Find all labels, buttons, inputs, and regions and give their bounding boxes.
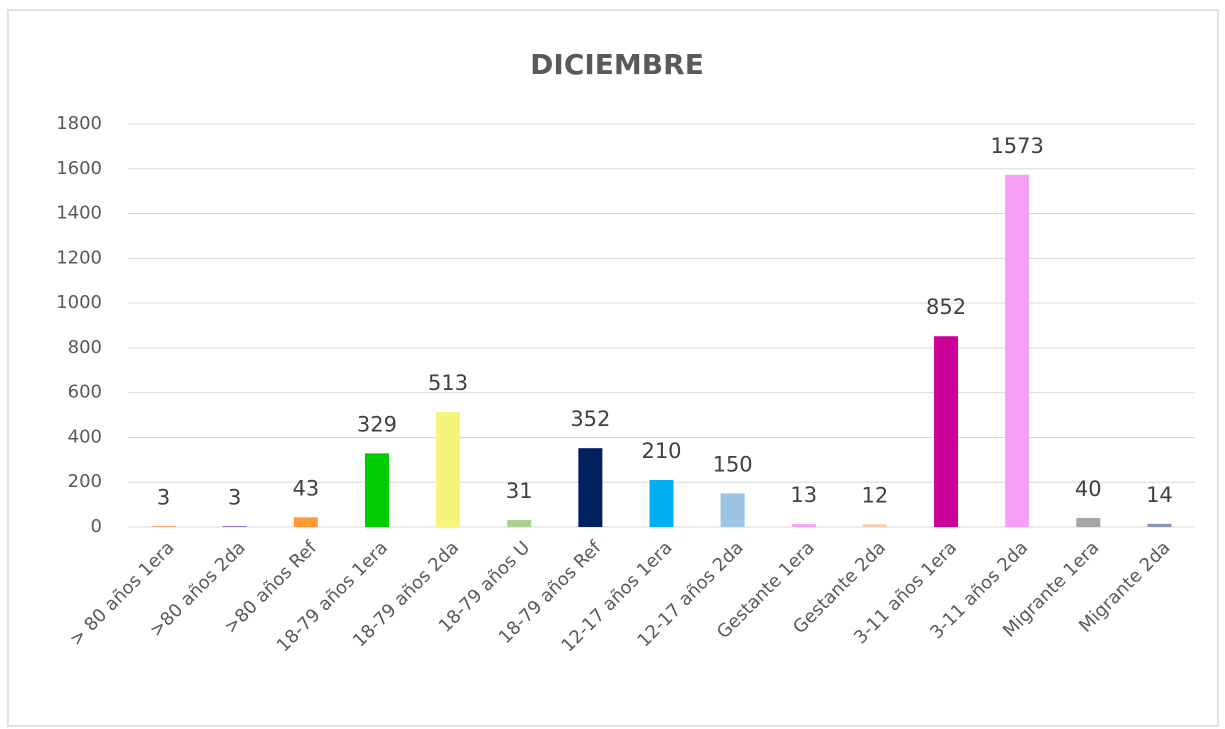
data-label: 513: [428, 371, 468, 395]
y-tick-label: 1200: [56, 247, 102, 268]
data-label: 352: [570, 407, 610, 431]
bar: [720, 493, 745, 527]
data-label: 852: [926, 295, 966, 319]
bar: [293, 517, 318, 527]
data-label: 43: [292, 476, 319, 500]
bar: [791, 524, 816, 527]
data-label: 150: [713, 452, 753, 476]
y-tick-label: 0: [91, 516, 102, 537]
bar: [578, 448, 603, 527]
data-label: 3: [228, 485, 241, 509]
data-label: 3: [157, 485, 170, 509]
bar: [364, 453, 389, 527]
chart-title: DICIEMBRE: [530, 48, 704, 81]
y-tick-label: 1600: [56, 158, 102, 179]
data-label: 13: [790, 483, 817, 507]
data-label: 210: [641, 439, 681, 463]
y-tick-label: 1800: [56, 113, 102, 134]
data-label: 329: [357, 412, 397, 436]
bar: [649, 479, 674, 527]
bar: [222, 526, 247, 527]
data-label: 40: [1075, 477, 1102, 501]
bar: [507, 520, 532, 527]
data-label: 12: [862, 483, 889, 507]
y-tick-label: 1000: [56, 292, 102, 313]
data-label: 14: [1146, 483, 1173, 507]
bar: [934, 336, 959, 527]
bar: [151, 526, 176, 527]
data-label: 31: [506, 479, 533, 503]
y-tick-label: 1400: [56, 203, 102, 224]
bar: [862, 524, 887, 527]
y-tick-label: 200: [68, 471, 102, 492]
bar: [1076, 518, 1101, 527]
bar: [1005, 174, 1030, 527]
bar: [436, 412, 461, 527]
y-tick-label: 800: [68, 337, 102, 358]
y-tick-label: 600: [68, 382, 102, 403]
y-tick-label: 400: [68, 426, 102, 447]
bar: [1147, 523, 1172, 527]
data-label: 1573: [990, 134, 1043, 158]
